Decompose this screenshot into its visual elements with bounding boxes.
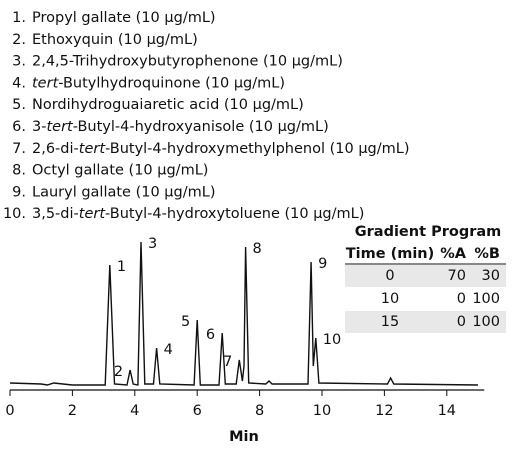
table-cell: 0 [385, 268, 394, 284]
name-part: 2,6-di- [32, 141, 79, 157]
compound-name: 3-tert-Butyl-4-hydroxyanisole (10 µg/mL) [32, 119, 329, 135]
list-number: 7. [12, 141, 26, 157]
name-part: Octyl gallate (10 µg/mL) [32, 163, 208, 179]
name-part: 2,4,5-Trihydroxybutyrophenone (10 µg/mL) [32, 54, 343, 70]
x-tick-label: 2 [68, 403, 77, 419]
compound-name: Ethoxyquin (10 µg/mL) [32, 32, 198, 48]
list-number: 5. [12, 97, 26, 113]
table-header: %B [474, 246, 500, 262]
peak-label: 9 [318, 256, 327, 272]
name-part: 3- [32, 119, 46, 135]
list-number: 9. [12, 184, 26, 200]
peak-label: 1 [117, 259, 126, 275]
list-number: 6. [12, 119, 26, 135]
list-number: 8. [12, 163, 26, 179]
peak-label: 3 [148, 236, 157, 252]
compound-name: Nordihydroguaiaretic acid (10 µg/mL) [32, 97, 304, 113]
compound-name: Octyl gallate (10 µg/mL) [32, 163, 208, 179]
peak-label: 4 [164, 342, 173, 358]
x-tick-label: 6 [193, 403, 202, 419]
x-tick-label: 4 [130, 403, 139, 419]
table-title: Gradient Program [355, 224, 502, 240]
name-part: Nordihydroguaiaretic acid (10 µg/mL) [32, 97, 304, 113]
compound-name: tert-Butylhydroquinone (10 µg/mL) [32, 75, 285, 91]
peak-label: 10 [323, 332, 341, 348]
table-cell: 0 [457, 314, 466, 330]
list-number: 1. [12, 10, 26, 26]
x-tick-label: 14 [438, 403, 456, 419]
list-number: 4. [12, 75, 26, 91]
compound-name: 3,5-di-tert-Butyl-4-hydroxytoluene (10 µ… [32, 206, 364, 222]
list-number: 3. [12, 54, 26, 70]
name-part: -Butyl-4-hydroxytoluene (10 µg/mL) [105, 206, 364, 222]
name-part: tert [79, 206, 107, 222]
compound-name: 2,6-di-tert-Butyl-4-hydroxymethylphenol … [32, 141, 410, 157]
name-part: tert [79, 141, 107, 157]
table-cell: 70 [448, 268, 466, 284]
x-axis-title: Min [229, 429, 259, 445]
x-tick-label: 0 [5, 403, 14, 419]
table-cell: 10 [381, 291, 399, 307]
list-number: 2. [12, 32, 26, 48]
name-part: Propyl gallate (10 µg/mL) [32, 10, 216, 26]
table-cell: 15 [381, 314, 399, 330]
peak-label: 7 [223, 354, 232, 370]
table-cell: 0 [457, 291, 466, 307]
peak-label: 6 [206, 327, 215, 343]
row-band [345, 311, 506, 333]
name-part: -Butylhydroquinone (10 µg/mL) [58, 75, 285, 91]
chromatogram-trace [9, 241, 479, 386]
table-cell: 100 [472, 291, 500, 307]
peak-label: 5 [181, 314, 190, 330]
name-part: tert [32, 75, 60, 91]
x-tick-label: 12 [375, 403, 393, 419]
name-part: Lauryl gallate (10 µg/mL) [32, 184, 215, 200]
name-part: -Butyl-4-hydroxymethylphenol (10 µg/mL) [105, 141, 409, 157]
row-band [345, 265, 506, 287]
table-cell: 100 [472, 314, 500, 330]
table-cell: 30 [482, 268, 500, 284]
compound-name: Propyl gallate (10 µg/mL) [32, 10, 216, 26]
name-part: tert [46, 119, 74, 135]
table-header: Time (min) [346, 246, 435, 262]
x-tick-label: 8 [255, 403, 264, 419]
peak-label: 2 [114, 364, 123, 380]
compound-name: Lauryl gallate (10 µg/mL) [32, 184, 215, 200]
name-part: 3,5-di- [32, 206, 79, 222]
compound-name: 2,4,5-Trihydroxybutyrophenone (10 µg/mL) [32, 54, 343, 70]
x-tick-label: 10 [313, 403, 331, 419]
name-part: -Butyl-4-hydroxyanisole (10 µg/mL) [73, 119, 329, 135]
peak-label: 8 [253, 241, 262, 257]
name-part: Ethoxyquin (10 µg/mL) [32, 32, 198, 48]
table-header: %A [440, 246, 467, 262]
list-number: 10. [3, 206, 26, 222]
